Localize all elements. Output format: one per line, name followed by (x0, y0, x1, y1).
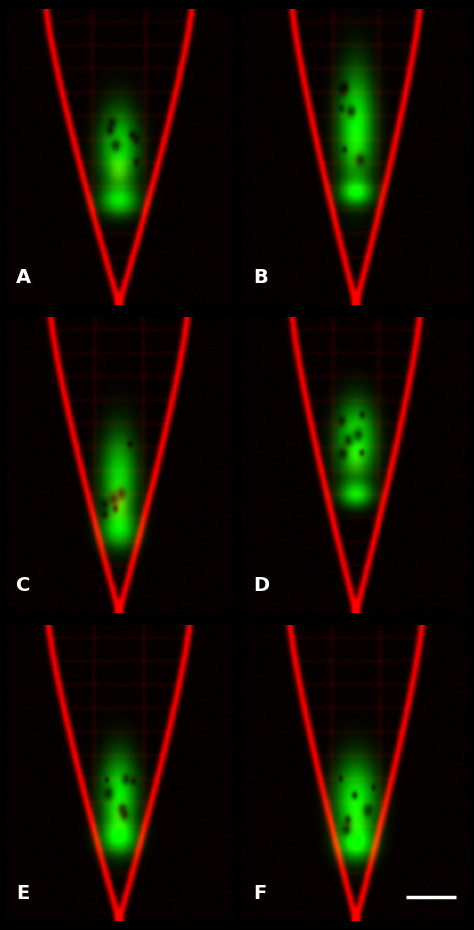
Text: B: B (253, 269, 268, 287)
Text: D: D (253, 577, 269, 595)
Text: C: C (16, 577, 30, 595)
Text: E: E (16, 884, 29, 903)
Text: F: F (253, 884, 266, 903)
Text: A: A (16, 269, 31, 287)
